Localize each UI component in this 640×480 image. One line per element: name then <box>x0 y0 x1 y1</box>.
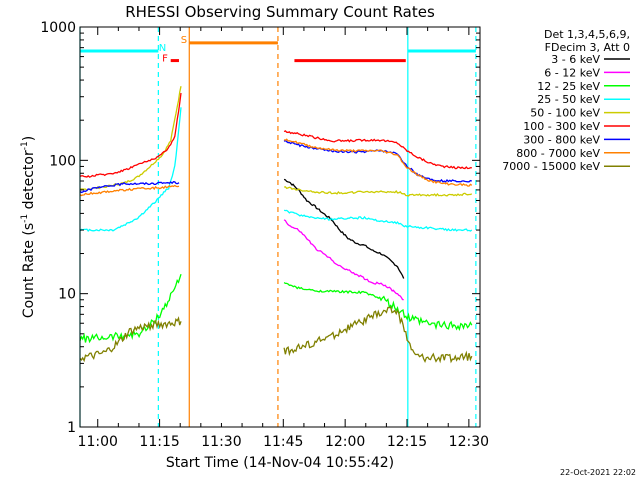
series-line-3 <box>283 209 473 232</box>
y-tick-label-1: 10 <box>58 287 76 303</box>
marker-labels: NF S <box>159 35 187 64</box>
series-line-5 <box>283 130 472 170</box>
series-line-2 <box>283 282 473 332</box>
plot-frame <box>79 26 481 428</box>
series-line-8 <box>79 316 182 363</box>
x-tick-label-0: 11:00 <box>78 434 118 450</box>
legend-header-0: Det 1,3,4,5,6,9, <box>544 28 630 41</box>
series-line-6 <box>79 181 180 194</box>
marker-label-N: N <box>159 43 166 54</box>
legend-label-6: 300 - 800 keV <box>523 133 600 146</box>
x-axis: 11:00 11:15 11:30 11:45 12:00 12:15 12:30 <box>78 27 489 450</box>
legend-label-1: 6 - 12 keV <box>544 66 600 79</box>
legend-label-7: 800 - 7000 keV <box>516 147 600 160</box>
legend-label-8: 7000 - 15000 keV <box>502 160 600 173</box>
marker-label-F: F <box>162 54 168 65</box>
marker-bars <box>80 41 476 63</box>
x-tick-label-6: 12:30 <box>449 434 489 450</box>
x-tick-label-1: 11:15 <box>139 434 179 450</box>
y-axis-label: Count Rate (s-1 detector-1) <box>20 136 37 318</box>
footer-date: 22-Oct-2021 22:02 <box>560 468 636 477</box>
legend-label-3: 25 - 50 keV <box>537 93 600 106</box>
legend-label-5: 100 - 300 keV <box>523 120 600 133</box>
marker-label-S: S <box>181 35 187 46</box>
x-tick-label-5: 12:15 <box>387 434 427 450</box>
x-tick-label-2: 11:30 <box>201 434 241 450</box>
series-line-1 <box>283 219 404 301</box>
chart-title: RHESSI Observing Summary Count Rates <box>125 3 435 21</box>
series-line-7 <box>79 184 180 197</box>
legend-label-0: 3 - 6 keV <box>551 53 600 66</box>
series-line-0 <box>283 178 405 279</box>
x-tick-label-4: 12:00 <box>325 434 365 450</box>
x-tick-label-3: 11:45 <box>263 434 303 450</box>
y-tick-label-3: 1000 <box>40 20 76 36</box>
y-tick-label-0: 1 <box>67 420 76 436</box>
series-line-4 <box>283 186 473 197</box>
series-line-5 <box>79 92 182 178</box>
legend-label-2: 12 - 25 keV <box>537 80 600 93</box>
legend-label-4: 50 - 100 keV <box>530 107 600 120</box>
series-line-7 <box>283 138 473 187</box>
series-line-8 <box>283 306 473 364</box>
legend: Det 1,3,4,5,6,9,FDecim 3, Att 03 - 6 keV… <box>502 28 630 173</box>
legend-header-1: FDecim 3, Att 0 <box>545 41 630 54</box>
x-axis-label: Start Time (14-Nov-04 10:55:42) <box>166 455 394 471</box>
series-lines <box>79 86 473 364</box>
y-axis: 1 10 100 1000 <box>40 20 480 436</box>
series-line-2 <box>79 274 182 344</box>
series-line-4 <box>80 86 182 191</box>
series-line-3 <box>79 107 182 233</box>
y-tick-label-2: 100 <box>49 153 76 169</box>
